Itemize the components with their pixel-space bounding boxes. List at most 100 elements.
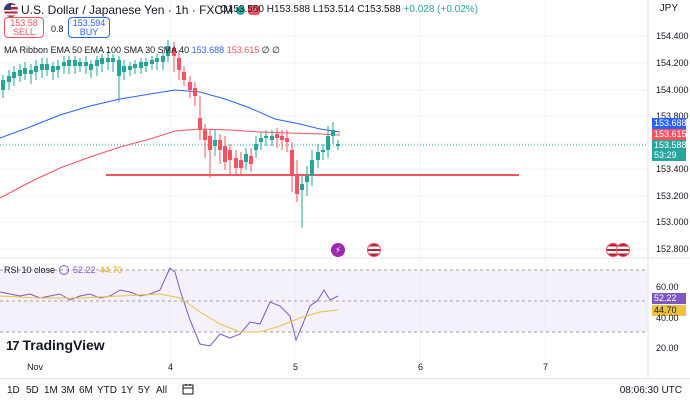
symbol-header[interactable]: U.S. Dollar / Japanese Yen · 1h · FXCM ≈	[4, 3, 261, 17]
ohlc-open: O153.560	[220, 4, 264, 15]
utc-clock[interactable]: 08:06:30 UTC	[619, 385, 682, 396]
timeframe-6m-button[interactable]: 6M	[79, 385, 93, 396]
candle	[188, 82, 192, 90]
candle	[310, 160, 314, 176]
ohlc-close: C153.588	[357, 4, 401, 15]
candle	[213, 140, 217, 146]
ema100-price-tag: 153.615	[652, 129, 687, 140]
tradingview-logo-text: TradingView	[22, 337, 105, 353]
candle	[12, 72, 16, 78]
rsi-value-tag: 52.22	[652, 293, 686, 304]
candle	[198, 118, 202, 130]
date-range-icon[interactable]	[182, 383, 194, 398]
last-price-tag: 153.588	[652, 140, 687, 151]
rsi-tick: 40.00	[656, 313, 679, 323]
price-tick: 154.000	[656, 85, 689, 95]
candle	[34, 66, 38, 72]
waves-icon: ≈	[248, 5, 261, 15]
candle	[150, 60, 154, 64]
time-label: 4	[168, 362, 174, 372]
us-event-flag-icon[interactable]	[616, 243, 630, 257]
market-open-icon	[236, 5, 246, 15]
candle	[56, 66, 60, 70]
timeframe-5y-button[interactable]: 5Y	[138, 385, 151, 396]
rsi-lines	[0, 267, 339, 347]
candle	[111, 58, 115, 62]
candle	[193, 88, 197, 96]
rsi-legend[interactable]: RSI 10 close 52.22 44.70	[4, 265, 122, 275]
rsi-ma-legend-value: 44.70	[99, 265, 123, 275]
candle	[144, 62, 148, 66]
candle	[336, 144, 340, 146]
candle	[331, 130, 335, 136]
candle	[1, 80, 5, 90]
tradingview-logo-mark: 17	[6, 337, 20, 353]
price-tick: 153.400	[656, 164, 689, 174]
ma-ribbon-legend[interactable]: MA Ribbon EMA 50 EMA 100 SMA 30 SMA 40 1…	[4, 45, 280, 56]
bar-countdown-tag: 53:29	[652, 150, 686, 161]
candle	[264, 136, 268, 138]
price-tick: 154.400	[656, 31, 689, 41]
time-label: 7	[543, 362, 549, 372]
time-label: Nov	[27, 362, 44, 372]
candle	[155, 58, 159, 62]
candle	[128, 66, 132, 70]
price-tick: 153.000	[656, 217, 689, 227]
candle	[172, 48, 176, 56]
rsi-tick: 20.00	[656, 343, 679, 353]
rsi-name: RSI 10 close	[4, 265, 56, 275]
rsi-legend-value: 52.22	[73, 265, 96, 275]
buy-price: 153.594	[72, 18, 106, 28]
rsi-settings-icon[interactable]	[59, 265, 70, 275]
candle	[23, 68, 27, 74]
candle	[228, 150, 232, 160]
timeframe-3m-button[interactable]: 3M	[61, 385, 75, 396]
bottom-toolbar: 1D 5D 1M 3M 6M YTD 1Y 5Y All 08:06:30 UT…	[0, 378, 690, 403]
price-chart[interactable]	[0, 0, 690, 378]
ohlc-low: L153.514	[312, 4, 355, 15]
candle	[18, 70, 22, 76]
candle	[300, 184, 304, 190]
timeframe-1m-button[interactable]: 1M	[44, 385, 58, 396]
candle	[139, 62, 143, 68]
ohlc-high: H153.588	[266, 4, 311, 15]
candle	[29, 70, 33, 74]
time-label: 5	[293, 362, 299, 372]
candle	[166, 46, 170, 56]
candle	[326, 136, 330, 150]
candle	[305, 176, 309, 182]
rsi-ma-line	[0, 293, 339, 333]
sell-button[interactable]: 153.58 SELL	[4, 17, 44, 38]
currency-label[interactable]: JPY	[659, 3, 678, 14]
candle	[275, 134, 279, 138]
event-flash-icon[interactable]: ⚡	[331, 243, 345, 257]
candle	[270, 136, 274, 140]
candle	[285, 138, 289, 142]
candle	[223, 146, 227, 162]
candle	[177, 58, 181, 70]
buy-button[interactable]: 153.594 BUY	[68, 17, 110, 38]
timeframe-all-button[interactable]: All	[156, 385, 168, 396]
timeframe-1d-button[interactable]: 1D	[7, 385, 20, 396]
us-flag-icon	[4, 3, 18, 17]
timeframe-ytd-button[interactable]: YTD	[97, 385, 117, 396]
price-tick: 154.200	[656, 58, 689, 68]
candle	[208, 136, 212, 150]
candlesticks	[1, 40, 340, 228]
tradingview-logo[interactable]: 17 TradingView	[6, 337, 105, 353]
symbol-title: U.S. Dollar / Japanese Yen · 1h · FXCM	[21, 3, 234, 17]
spread-value: 0.8	[51, 24, 64, 34]
price-tick: 152.800	[656, 244, 689, 254]
ma-ribbon-name: MA Ribbon EMA 50 EMA 100 SMA 30 SMA 40	[4, 45, 190, 55]
timeframe-1y-button[interactable]: 1Y	[121, 385, 134, 396]
price-tick: 153.200	[656, 191, 689, 201]
buy-label: BUY	[79, 27, 99, 37]
us-event-flag-icon[interactable]	[367, 243, 381, 257]
candle	[51, 66, 55, 72]
timeframe-5d-button[interactable]: 5D	[26, 385, 39, 396]
candle	[40, 64, 44, 70]
candle	[234, 158, 238, 168]
candle	[280, 136, 284, 140]
candle	[45, 64, 49, 70]
